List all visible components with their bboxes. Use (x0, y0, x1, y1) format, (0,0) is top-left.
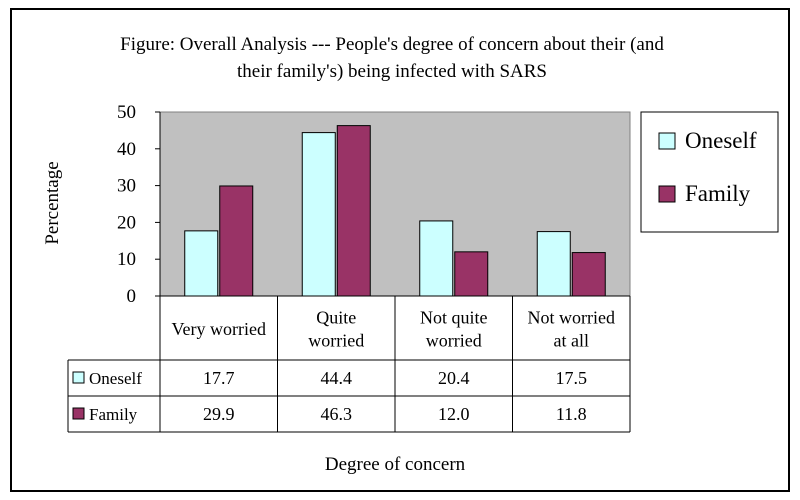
bar-family (219, 185, 254, 297)
category-label: Quite (316, 308, 356, 328)
legend-swatch-oneself (658, 132, 676, 150)
bar-oneself (301, 132, 336, 297)
bar-oneself (419, 220, 454, 297)
bar-oneself (184, 230, 219, 297)
plot-area: 0 10 20 30 40 50 (117, 102, 631, 307)
bar-family (571, 252, 606, 297)
bar-oneself (536, 231, 571, 297)
y-tick-label: 20 (117, 212, 136, 233)
table-cell-value: 12.0 (438, 404, 470, 424)
y-axis-label: Percentage (42, 161, 63, 244)
table-cell-value: 29.9 (203, 404, 235, 424)
table-key-oneself (72, 371, 85, 384)
table-cell-value: 44.4 (321, 368, 353, 388)
legend: Oneself Family (640, 111, 779, 233)
y-tick-label: 10 (117, 249, 136, 270)
category-label: at all (554, 331, 589, 351)
category-label: worried (308, 331, 364, 351)
y-tick-label: 30 (117, 176, 136, 197)
category-label: Not worried (528, 308, 615, 328)
table-cell-value: 46.3 (321, 404, 353, 424)
table-cell-value: 17.7 (203, 368, 235, 388)
chart-title-line-1: Figure: Overall Analysis --- People's de… (120, 34, 664, 55)
legend-box (640, 111, 779, 233)
legend-label-family: Family (685, 181, 751, 206)
y-tick-label: 40 (117, 139, 136, 160)
y-tick-label: 50 (117, 102, 136, 123)
table-series-label: Family (89, 405, 138, 424)
table-key-family (72, 407, 85, 420)
table-cell-value: 17.5 (556, 368, 588, 388)
bar-family (336, 125, 371, 297)
y-tick-label: 0 (127, 286, 137, 307)
bar-family (454, 251, 489, 297)
category-label: Not quite (420, 308, 488, 328)
chart-title-line-2: their family's) being infected with SARS (237, 61, 547, 82)
data-table: Very worried Quite worried Not quite worried… (67, 295, 631, 433)
table-series-label: Oneself (89, 369, 142, 388)
table-cell-value: 20.4 (438, 368, 470, 388)
category-label: worried (426, 331, 482, 351)
x-axis-label: Degree of concern (325, 454, 466, 475)
legend-label-oneself: Oneself (685, 128, 757, 153)
table-cell-value: 11.8 (556, 404, 587, 424)
legend-swatch-family (658, 185, 676, 203)
category-label: Very worried (172, 319, 266, 339)
